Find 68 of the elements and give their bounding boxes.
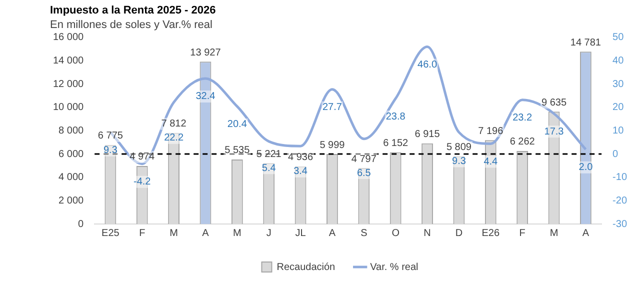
data-label: 5 535: [224, 145, 250, 156]
data-label: 46.0: [418, 59, 438, 70]
x-tick-label: A: [582, 228, 590, 239]
x-tick-label: JL: [295, 228, 306, 239]
data-label: 2.0: [578, 162, 594, 174]
y2-tick-label: -10: [612, 172, 628, 184]
data-label: 32.4: [196, 91, 216, 102]
data-label: 7 812: [161, 118, 187, 130]
x-tick-label: E26: [482, 228, 500, 239]
x-tick-label: M: [170, 228, 178, 239]
x-tick-label: F: [519, 228, 526, 239]
data-label: 7 196: [478, 126, 504, 137]
y2-tick-label: 0: [612, 148, 619, 160]
data-label: 6.5: [356, 168, 372, 179]
legend-label: Recaudación: [276, 262, 336, 273]
x-tick-label: F: [139, 228, 146, 239]
x-tick-label: M: [232, 228, 242, 239]
data-label: 3.4: [294, 166, 308, 178]
y2-tick-label: 30: [612, 78, 624, 90]
y2-tick-label: -30: [612, 218, 628, 230]
x-tick-label: D: [455, 228, 463, 239]
data-label: 9.3: [452, 156, 466, 168]
data-label: 23.2: [512, 112, 532, 124]
data-label: 14 781: [570, 37, 602, 48]
data-label: 4 936: [288, 152, 314, 164]
data-label: 5 999: [320, 140, 346, 151]
y-tick-label: 16 000: [52, 32, 84, 44]
x-tick-label: S: [360, 228, 368, 239]
data-label: 6 152: [383, 138, 409, 149]
y-tick-label: 0: [78, 218, 84, 230]
data-label: 6 262: [510, 136, 536, 148]
x-tick-label: A: [328, 228, 336, 239]
data-label: 4 974: [130, 152, 156, 163]
data-label: 23.8: [386, 111, 406, 122]
x-tick-label: M: [550, 228, 558, 239]
data-label: 4.4: [484, 156, 498, 168]
legend-label: Var. % real: [370, 262, 418, 273]
x-tick-label: A: [202, 228, 210, 239]
y2-tick-label: 50: [612, 32, 624, 44]
data-label: 4 797: [351, 154, 377, 165]
x-tick-label: N: [424, 228, 431, 239]
y2-tick-label: -20: [612, 195, 628, 206]
chart-title: Impuesto a la Renta 2025 - 2026: [50, 4, 216, 17]
y-tick-label: 12 000: [52, 78, 84, 90]
data-label: 9 635: [542, 97, 567, 108]
chart-subtitle: En millones de soles y Var.% real: [50, 18, 212, 31]
y-tick-label: 2 000: [58, 195, 84, 206]
data-label: 9.3: [103, 145, 118, 156]
data-label: -4.2: [133, 176, 152, 188]
x-tick-label: E25: [102, 228, 120, 239]
data-label: 5 809: [446, 142, 472, 154]
y-tick-label: 6 000: [58, 148, 84, 160]
y-tick-label: 4 000: [58, 172, 84, 184]
y2-tick-label: 20: [612, 102, 624, 114]
data-label: 6 915: [414, 129, 440, 140]
y2-tick-label: 40: [612, 55, 624, 66]
x-tick-label: O: [392, 228, 400, 239]
data-label: 17.3: [544, 126, 564, 138]
data-label: 20.4: [227, 119, 248, 130]
x-tick-label: J: [266, 228, 272, 239]
y-tick-label: 8 000: [58, 125, 84, 136]
y2-tick-label: 10: [612, 125, 624, 136]
data-label: 13 927: [190, 47, 222, 58]
data-label: 5.4: [262, 162, 276, 174]
data-label: 22.2: [164, 132, 184, 144]
data-label: 27.7: [322, 102, 342, 114]
y-tick-label: 10 000: [52, 102, 84, 114]
y-tick-label: 14 000: [52, 55, 84, 66]
